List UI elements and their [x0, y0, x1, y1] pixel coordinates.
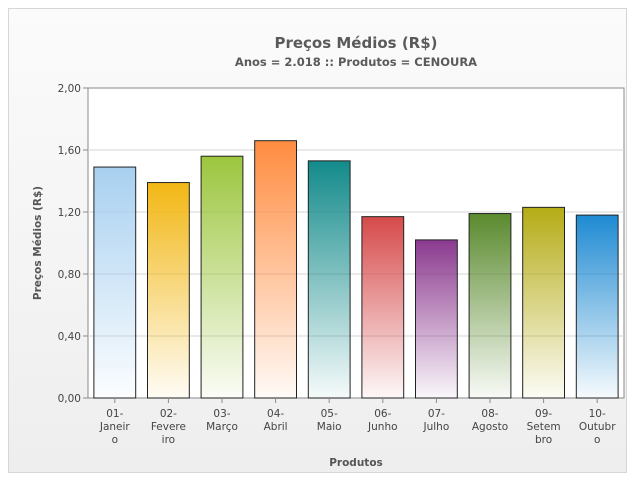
- bar[interactable]: [522, 206, 566, 399]
- chart-frame: Preços Médios (R$) Anos = 2.018 :: Produ…: [8, 8, 627, 473]
- bar-chart: Preços Médios (R$) Anos = 2.018 :: Produ…: [32, 34, 625, 469]
- bar[interactable]: [414, 239, 458, 399]
- y-tick-label: 1,60: [58, 145, 81, 157]
- y-tick-label: 0,40: [58, 331, 81, 343]
- bar[interactable]: [307, 160, 351, 399]
- bar[interactable]: [146, 182, 190, 399]
- y-axis-label: Preços Médios (R$): [32, 186, 44, 300]
- x-tick-label: 06-Junho: [367, 408, 398, 433]
- chart-subtitle: Anos = 2.018 :: Produtos = CENOURA: [235, 55, 477, 69]
- x-tick-label: 07-Julho: [423, 408, 450, 433]
- bar[interactable]: [575, 214, 619, 399]
- x-tick-label: 10-Outubr o: [579, 408, 616, 446]
- x-tick-label: 04-Abril: [264, 408, 288, 433]
- x-tick-label: 08-Agosto: [472, 408, 508, 433]
- bar[interactable]: [468, 213, 512, 399]
- bar[interactable]: [361, 216, 405, 399]
- x-tick-label: 09-Setem bro: [527, 408, 561, 446]
- chart-title: Preços Médios (R$): [274, 34, 437, 52]
- bar[interactable]: [200, 155, 244, 399]
- bar[interactable]: [93, 166, 137, 399]
- x-tick-label: 01-Janeir o: [99, 408, 131, 446]
- x-axis-label: Produtos: [329, 457, 383, 469]
- y-tick-label: 0,00: [58, 393, 81, 405]
- y-tick-label: 0,80: [58, 269, 81, 281]
- bar[interactable]: [254, 140, 298, 399]
- x-tick-label: 05-Maio: [317, 408, 342, 433]
- x-tick-label: 03-Março: [206, 408, 238, 433]
- y-tick-label: 2,00: [58, 83, 81, 95]
- y-tick-label: 1,20: [58, 207, 81, 219]
- x-tick-label: 02-Fevere iro: [151, 408, 186, 446]
